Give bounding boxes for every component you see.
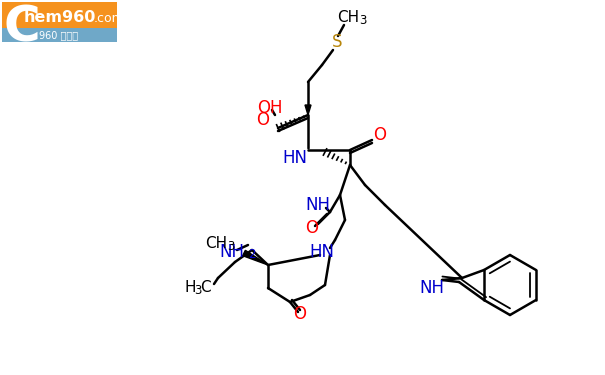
Polygon shape: [243, 251, 268, 265]
Text: HN: HN: [283, 149, 307, 167]
Text: .com: .com: [94, 12, 125, 24]
Text: NH: NH: [306, 196, 330, 214]
Text: O: O: [306, 219, 318, 237]
Text: C: C: [200, 280, 211, 296]
Polygon shape: [305, 105, 311, 115]
Text: CH: CH: [337, 10, 359, 26]
Text: H: H: [185, 280, 196, 296]
Text: HN: HN: [310, 243, 335, 261]
Text: NH: NH: [419, 279, 445, 297]
Text: S: S: [332, 33, 342, 51]
Bar: [2, 28, 117, 42]
Text: O: O: [293, 305, 307, 323]
Text: 2: 2: [248, 249, 256, 261]
Text: C: C: [3, 3, 40, 51]
Text: O: O: [373, 126, 387, 144]
Text: 960 化工网: 960 化工网: [39, 30, 79, 40]
Text: CH: CH: [205, 236, 227, 250]
Text: OH: OH: [257, 99, 283, 117]
Text: 3: 3: [227, 240, 235, 252]
Text: hem960: hem960: [24, 10, 96, 26]
Text: 3: 3: [359, 15, 367, 27]
Text: O: O: [257, 111, 269, 129]
Text: NH: NH: [220, 243, 244, 261]
Bar: [2, 2, 117, 42]
Text: 3: 3: [194, 285, 201, 297]
